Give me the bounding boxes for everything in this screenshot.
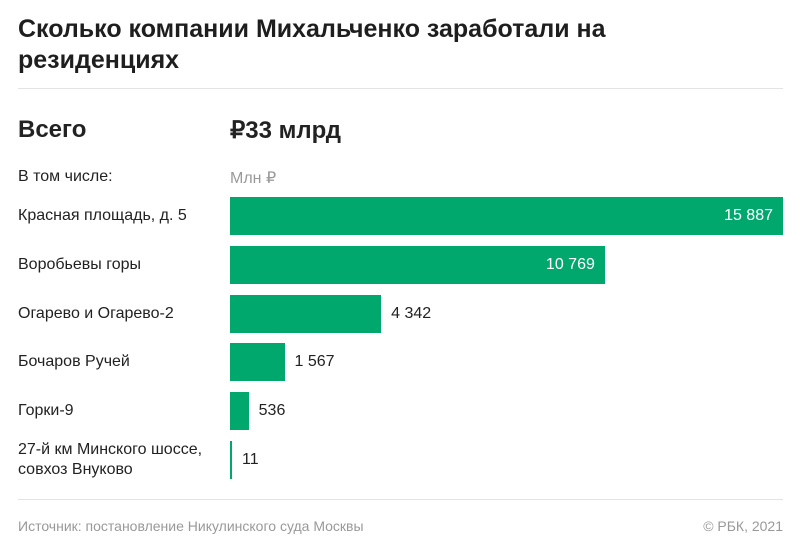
bar bbox=[230, 294, 382, 333]
category-label: Красная площадь, д. 5 bbox=[18, 207, 187, 224]
value-label: 10 769 bbox=[545, 255, 595, 273]
bar bbox=[230, 197, 783, 235]
category-label: 27-й км Минского шоссе, совхоз Внуково bbox=[18, 441, 203, 478]
bar bbox=[230, 245, 605, 284]
divider bbox=[18, 499, 783, 500]
divider bbox=[18, 88, 783, 89]
category-label: Огарево и Огарево-2 bbox=[18, 304, 174, 322]
value-label: 11 bbox=[242, 451, 259, 468]
copyright: © РБК, 2021 bbox=[703, 518, 783, 534]
source-note: Источник: постановление Никулинского суд… bbox=[18, 518, 364, 534]
category-label: Воробьевы горы bbox=[18, 255, 141, 273]
value-label: 1 567 bbox=[294, 353, 335, 371]
total-label: Всего bbox=[18, 116, 87, 143]
value-label: 15 887 bbox=[724, 207, 773, 224]
bar bbox=[230, 392, 249, 431]
category-label: Горки-9 bbox=[18, 402, 74, 420]
value-label: 536 bbox=[258, 402, 286, 420]
total-value: ₽33 млрд bbox=[230, 117, 341, 144]
bar bbox=[230, 441, 232, 479]
value-label: 4 342 bbox=[391, 304, 432, 322]
subheading: В том числе: bbox=[18, 168, 113, 185]
chart-title: Сколько компании Михальченко заработали … bbox=[18, 15, 606, 74]
category-label: Бочаров Ручей bbox=[18, 353, 130, 371]
bar bbox=[230, 343, 285, 382]
unit-label: Млн ₽ bbox=[230, 170, 277, 187]
